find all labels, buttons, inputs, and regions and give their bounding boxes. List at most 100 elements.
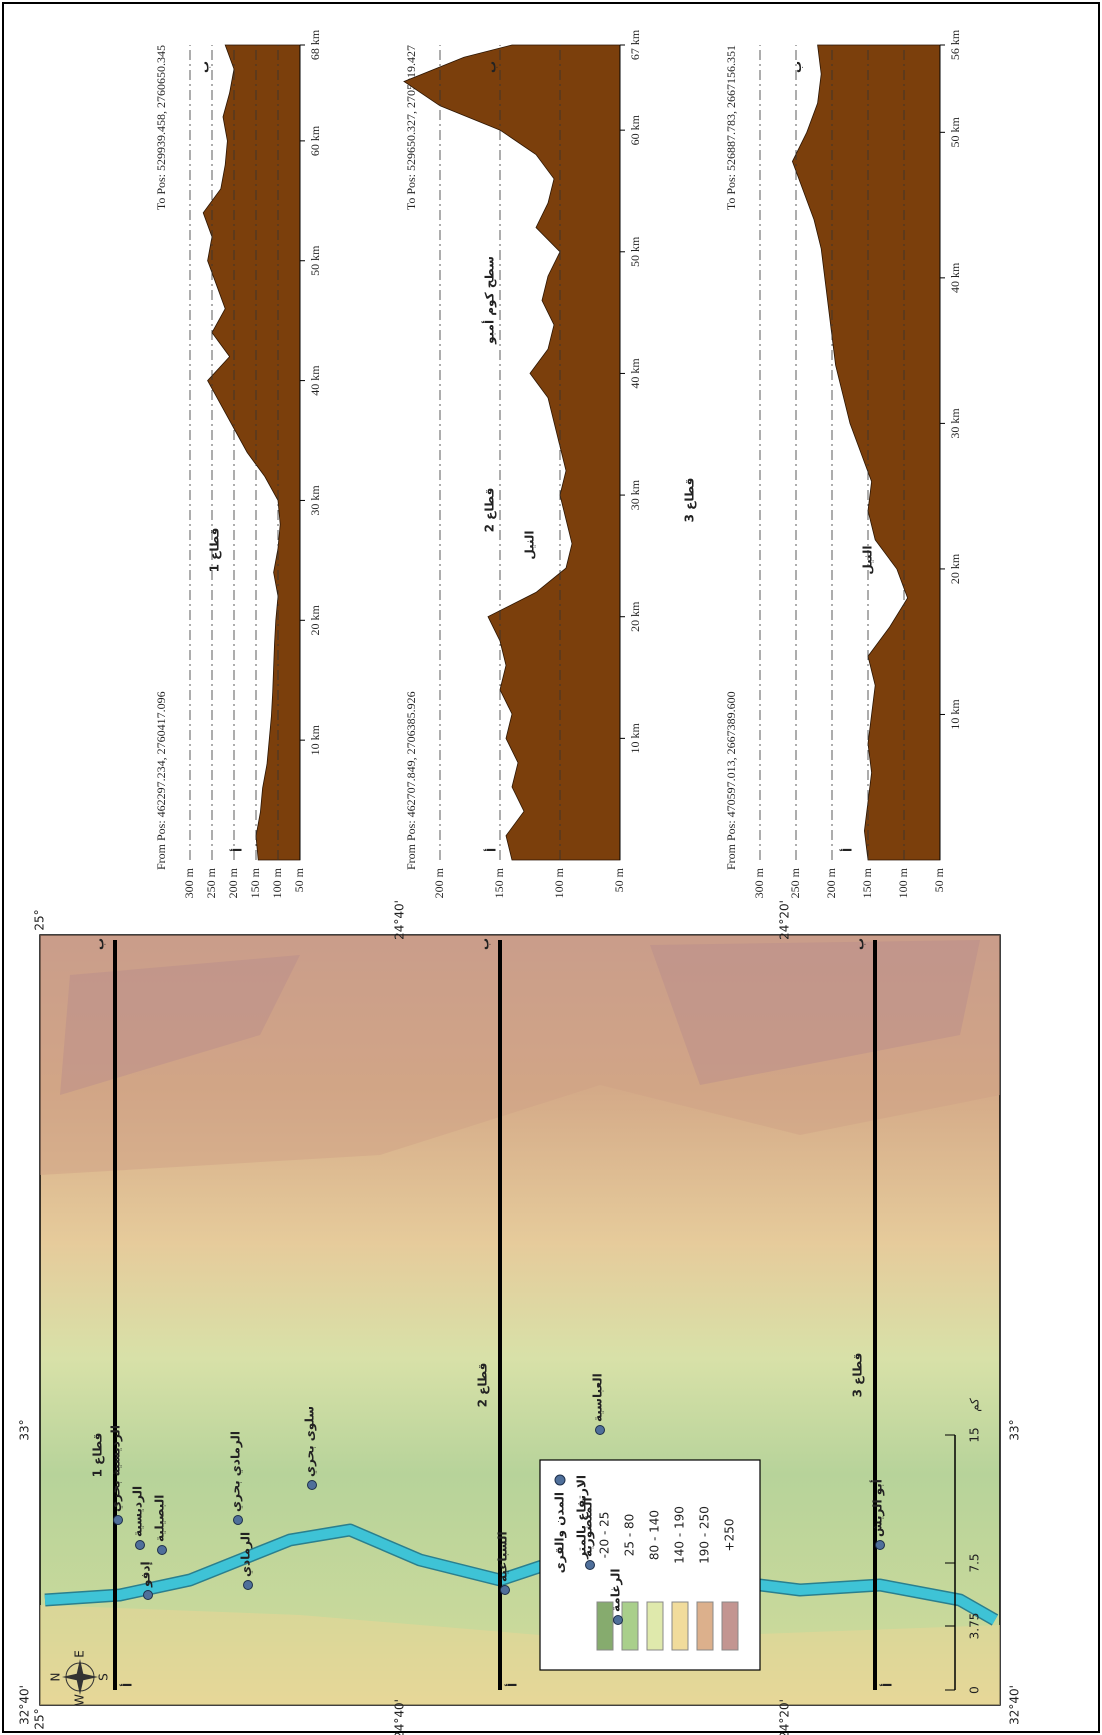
section-label: قطاع 1: [91, 1433, 105, 1478]
y-tick-label: 200 m: [226, 867, 240, 898]
x-tick-label: 30 km: [948, 408, 962, 439]
y-tick-label: 250 m: [204, 867, 218, 898]
scale-label: 0: [968, 1686, 982, 1694]
city-label: الرديسية: [131, 1486, 145, 1537]
city: [144, 1591, 153, 1600]
lon-label: 33°: [1008, 1419, 1022, 1440]
city-label: الرمادي: [239, 1532, 253, 1577]
profile-annotation: سطح كوم أمبو: [482, 256, 498, 345]
section-start: أ: [880, 1683, 895, 1687]
section-end: ب: [93, 938, 107, 950]
compass-letter: W: [73, 1694, 87, 1706]
x-tick-label: 10 km: [628, 723, 642, 754]
profile-to: To Pos: 529939.458, 2760650.345: [154, 45, 168, 210]
elevation-area: [404, 45, 620, 860]
city-label: الرمادي بحري: [229, 1431, 243, 1512]
y-tick-label: 250 m: [788, 867, 802, 898]
y-tick-label: 200 m: [432, 867, 446, 898]
city: [308, 1481, 317, 1490]
legend-swatch: [722, 1602, 738, 1650]
profile-title: قطاع 2: [483, 488, 497, 533]
x-tick-label: 10 km: [948, 699, 962, 730]
profile-start: أ: [230, 848, 245, 852]
lon-label: 33°: [18, 1419, 32, 1440]
y-tick-label: 50 m: [932, 867, 946, 892]
y-tick-label: 150 m: [248, 867, 262, 898]
elevation-area: [792, 45, 940, 860]
y-tick-label: 100 m: [552, 867, 566, 898]
scale-label: 7.5: [968, 1553, 982, 1572]
legend-swatch: [672, 1602, 688, 1650]
scale-unit: كم: [968, 1398, 982, 1412]
x-tick-label: 67 km: [628, 29, 642, 60]
lat-label: 24°40': [393, 900, 407, 940]
y-tick-label: 100 m: [896, 867, 910, 898]
profile-end: ب: [485, 61, 499, 73]
legend-class: 80 - 140: [648, 1510, 662, 1560]
x-tick-label: 40 km: [948, 262, 962, 293]
city: [234, 1516, 243, 1525]
y-tick-label: 50 m: [612, 867, 626, 892]
city: [136, 1541, 145, 1550]
y-tick-label: 150 m: [492, 867, 506, 898]
x-tick-label: 10 km: [308, 724, 322, 755]
x-tick-label: 68 km: [308, 29, 322, 60]
scale-label: 3.75: [968, 1613, 982, 1640]
city: [158, 1546, 167, 1555]
x-tick-label: 60 km: [628, 114, 642, 145]
legend-swatch: [622, 1602, 638, 1650]
figure: أ ب أ ب أ ب قطاع 1 قطاع 2 قطاع 3 25° 25°…: [0, 0, 1102, 1735]
city-label: المنصورية: [581, 1497, 596, 1557]
legend-swatch: [647, 1602, 663, 1650]
y-tick-label: 300 m: [752, 867, 766, 898]
elevation-area: [203, 45, 300, 860]
section-label: قطاع 2: [476, 1363, 490, 1408]
profile-start: أ: [484, 848, 499, 852]
city: [114, 1516, 123, 1525]
lon-label: 32°40': [1008, 1685, 1022, 1725]
city-label: العباسية: [591, 1373, 605, 1422]
city: [501, 1586, 510, 1595]
legend-class: 140 - 190: [673, 1506, 687, 1564]
y-tick-label: 300 m: [182, 867, 196, 898]
x-tick-label: 50 km: [948, 116, 962, 147]
profile-from: From Pos: 470597.013, 2667389.600: [724, 691, 738, 870]
x-tick-label: 30 km: [308, 485, 322, 516]
x-tick-label: 60 km: [308, 125, 322, 156]
x-tick-label: 50 km: [628, 236, 642, 267]
compass-letter: N: [49, 1673, 63, 1682]
x-tick-label: 30 km: [628, 479, 642, 510]
x-tick-label: 20 km: [628, 601, 642, 632]
scale-label: 15: [968, 1427, 982, 1442]
city: [876, 1541, 885, 1550]
city-label: سلوى بحري: [303, 1406, 318, 1477]
x-tick-label: 56 km: [948, 29, 962, 60]
city: [614, 1616, 623, 1625]
profile-annotation: النيل: [523, 530, 537, 559]
legend-cities: المدن والقرى: [553, 1492, 568, 1573]
city-label: أبو الريش: [870, 1479, 886, 1537]
legend-class: +250: [723, 1519, 737, 1552]
city-label: إدفو: [139, 1561, 154, 1588]
legend-class: 25 - 80: [623, 1514, 637, 1557]
y-tick-label: 50 m: [292, 867, 306, 892]
legend-swatch: [697, 1602, 713, 1650]
profile-end: ب: [198, 61, 212, 73]
lat-label: 24°40': [393, 1699, 407, 1735]
city: [596, 1426, 605, 1435]
lon-label: 32°40': [18, 1685, 32, 1725]
section-end: ب: [853, 938, 867, 950]
section-label: قطاع 3: [851, 1353, 865, 1398]
profile-from: From Pos: 462707.849, 2706385.926: [404, 691, 418, 870]
profile-to: To Pos: 529650.327, 2705919.427: [404, 45, 418, 210]
x-tick-label: 20 km: [308, 604, 322, 635]
section-start: أ: [505, 1683, 520, 1687]
lat-label: 24°20': [778, 1699, 792, 1735]
lat-label: 25°: [33, 1708, 47, 1729]
profile-from: From Pos: 462297.234, 2760417.096: [154, 691, 168, 870]
profile-to: To Pos: 526887.783, 2667156.351: [724, 45, 738, 210]
profile-annotation: النيل: [861, 545, 875, 574]
city-label: الرديسية بحري: [109, 1425, 123, 1512]
lat-label: 25°: [33, 909, 47, 930]
legend-class: 190 - 250: [698, 1506, 712, 1564]
